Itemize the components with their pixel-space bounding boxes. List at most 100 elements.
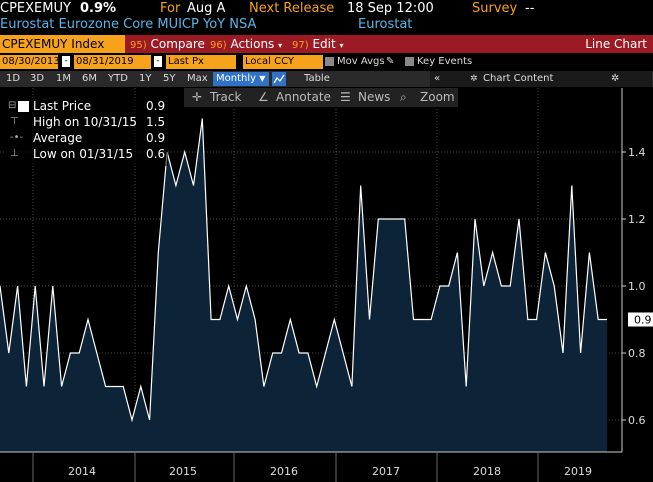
y-tick-label: 0.8 [628,347,646,360]
y-tick-label: 1.2 [628,213,646,226]
start-date-decrement[interactable]: - [62,56,70,67]
ticker-symbol: CPEXEMUY [0,1,71,16]
actions-number: 96) [210,40,227,51]
period-selector-row: 1D 3D 1M 6M YTD 1Y 5Y Max Monthly ▼ Tabl… [0,71,653,87]
legend-value: 0.9 [146,99,166,113]
chart-tools-bar: ✛ Track ∠ Annotate ☰ News ⌕ Zoom [184,88,458,107]
x-tick-label: 2016 [270,465,298,478]
high-marker-icon: ⊤ [10,116,19,127]
annotate-icon[interactable]: ∠ [258,90,269,104]
y-tick-label: 1.0 [628,280,646,293]
chart-icon[interactable] [272,72,286,86]
series-swatch [18,101,29,112]
chart-legend: ⊟ Last Price 0.9 ⊤ High on 10/31/15 1.5 … [6,98,168,166]
legend-value: 0.6 [146,147,166,161]
period-5y[interactable]: 5Y [163,73,176,84]
last-value-badge [628,312,653,327]
chart-content-panel[interactable]: « ✲ Chart Content ✲ [430,71,652,87]
y-tick-label: 0.6 [628,414,646,427]
x-tick-label: 2017 [372,465,400,478]
survey-label: Survey [472,1,518,16]
security-header: CPEXEMUY 0.9% For Aug A Next Release 18 … [0,0,653,17]
compare-label: Compare [150,37,205,51]
collapse-box-icon[interactable]: ⊟ [8,100,17,111]
track-button[interactable]: Track [210,90,242,104]
x-tick-label: 2014 [68,465,96,478]
next-release-time: 18 Sep 12:00 [347,1,434,16]
table-button[interactable]: Table [304,73,330,84]
end-date-field[interactable]: 08/31/2019 [74,55,151,69]
release-period: Aug A [187,1,226,16]
legend-name: Low on 01/31/15 [33,147,134,161]
period-1d[interactable]: 1D [6,73,21,84]
y-tick-label: 1.4 [628,146,646,159]
legend-value: 0.9 [146,131,166,145]
security-description: Eurostat Eurozone Core MUICP YoY NSA [0,17,257,32]
survey-value: -- [525,1,535,16]
data-source: Eurostat [358,17,413,32]
last-value-label: 0.9 [634,314,652,327]
gear-icon[interactable]: ✲ [611,73,620,84]
period-6m[interactable]: 6M [82,73,97,84]
zoom-button[interactable]: Zoom [420,90,455,104]
chevron-down-icon: ▼ [259,74,266,83]
actions-button[interactable]: 96) Actions ▾ [210,35,282,53]
mov-avgs-checkbox[interactable] [325,57,334,66]
compare-button[interactable]: 95) Compare [130,35,205,53]
security-description-row: Eurostat Eurozone Core MUICP YoY NSA Eur… [0,16,653,34]
gear-icon-small: ✲ [470,74,478,84]
key-events-label: Key Events [417,56,473,67]
legend-name: Average [33,131,83,145]
legend-value: 1.5 [146,115,166,129]
legend-high[interactable]: ⊤ High on 10/31/15 1.5 [6,115,168,129]
legend-name: High on 10/31/15 [33,115,138,129]
legend-name: Last Price [33,99,92,113]
key-events-checkbox[interactable] [405,57,414,66]
for-label: For [160,1,181,16]
chevron-down-icon: ▾ [278,41,283,50]
edit-label: Edit [312,37,336,51]
chart-content-label: Chart Content [483,73,554,84]
series-area [0,118,607,452]
news-button[interactable]: News [358,90,391,104]
frequency-label: Monthly [216,73,257,84]
collapse-icon[interactable]: « [434,73,441,84]
currency-select[interactable]: Local CCY [243,55,323,69]
series-line-last-price[interactable] [0,118,607,423]
low-marker-icon: ⊥ [10,148,19,159]
x-tick-label: 2015 [169,465,197,478]
end-date-decrement[interactable]: - [154,56,162,67]
actions-label: Actions [230,37,275,51]
legend-last-price[interactable]: ⊟ Last Price 0.9 [6,99,168,113]
x-tick-label: 2018 [473,465,501,478]
crosshair-icon[interactable]: ✛ [192,90,203,104]
edit-button[interactable]: 97) Edit ▾ [292,35,344,53]
search-icon[interactable]: ⌕ [400,90,407,104]
period-3d[interactable]: 3D [30,73,45,84]
function-toolbar: CPEXEMUY Index 95) Compare 96) Actions ▾… [0,35,653,53]
period-1y[interactable]: 1Y [139,73,152,84]
chevron-down-icon: ▾ [339,41,344,50]
pencil-icon[interactable]: ✎ [386,56,395,67]
compare-number: 95) [130,40,147,51]
price-field-select[interactable]: Last Px [166,55,236,69]
legend-average[interactable]: -•- Average 0.9 [6,131,168,145]
period-max[interactable]: Max [187,73,208,84]
news-icon[interactable]: ☰ [340,90,351,104]
period-ytd[interactable]: YTD [108,73,128,84]
last-value: 0.9% [80,1,117,16]
frequency-select[interactable]: Monthly ▼ [213,72,269,86]
date-range-row: 08/30/2013 - 08/31/2019 - Last Px Local … [0,54,653,70]
edit-number: 97) [292,40,309,51]
period-1m[interactable]: 1M [56,73,71,84]
security-input[interactable]: CPEXEMUY Index [0,35,125,53]
mov-avgs-label: Mov Avgs [337,56,385,67]
start-date-field[interactable]: 08/30/2013 [0,55,60,69]
chart-type-label[interactable]: Line Chart [585,37,647,51]
price-chart[interactable]: 1.4 1.2 1.0 0.8 0.6 0.9 2014 2015 2016 2017 2018 20… [0,88,653,482]
legend-low[interactable]: ⊥ Low on 01/31/15 0.6 [6,147,168,161]
next-release-label: Next Release [249,1,335,16]
annotate-button[interactable]: Annotate [276,90,331,104]
x-tick-label: 2019 [564,465,592,478]
chart-area[interactable]: 1.4 1.2 1.0 0.8 0.6 0.9 2014 2015 2016 2017 2018 20… [0,88,653,482]
